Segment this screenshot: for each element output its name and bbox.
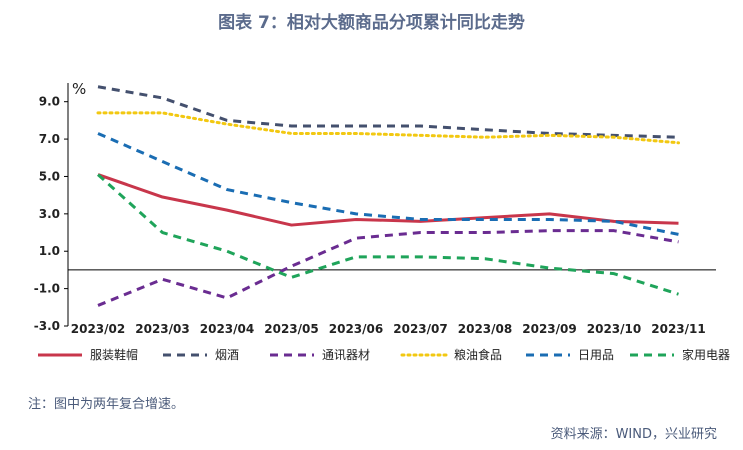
- data-point: [419, 255, 422, 258]
- data-point: [613, 136, 616, 139]
- data-point: [355, 237, 358, 240]
- legend-label: 家用电器: [682, 347, 730, 362]
- y-tick-label: -3.0: [34, 319, 60, 333]
- data-point: [677, 222, 680, 225]
- data-point: [677, 141, 680, 144]
- x-tick-label: 2023/07: [393, 322, 447, 336]
- series-line: [96, 173, 679, 296]
- legend-label: 粮油食品: [454, 347, 502, 362]
- series-line: [96, 111, 680, 145]
- data-point: [484, 231, 487, 234]
- data-point: [484, 257, 487, 260]
- data-point: [290, 124, 293, 127]
- data-point: [355, 132, 358, 135]
- chart-title: 图表 7：相对大额商品分项累计同比走势: [218, 13, 525, 33]
- data-point: [226, 123, 229, 126]
- x-tick-label: 2023/08: [458, 322, 512, 336]
- data-point: [677, 136, 680, 139]
- x-tick-label: 2023/04: [200, 322, 254, 336]
- data-point: [226, 250, 229, 253]
- data-point: [290, 276, 293, 279]
- data-point: [484, 136, 487, 139]
- data-point: [548, 229, 551, 232]
- data-point: [290, 201, 293, 204]
- data-point: [419, 218, 422, 221]
- data-point: [290, 224, 293, 227]
- data-point: [161, 231, 164, 234]
- y-tick-label: 9.0: [39, 95, 60, 109]
- data-point: [161, 278, 164, 281]
- data-point: [677, 240, 680, 243]
- data-point: [161, 96, 164, 99]
- legend-label: 通讯器材: [322, 348, 370, 362]
- data-point: [613, 220, 616, 223]
- data-point: [419, 134, 422, 137]
- data-point: [161, 196, 164, 199]
- data-point: [677, 233, 680, 236]
- data-point: [161, 111, 164, 114]
- data-point: [677, 293, 680, 296]
- data-point: [290, 132, 293, 135]
- data-point: [613, 229, 616, 232]
- series-line: [97, 132, 679, 236]
- y-tick-label: 5.0: [39, 169, 60, 183]
- x-tick-label: 2023/02: [71, 322, 125, 336]
- y-tick-label: 1.0: [39, 244, 60, 258]
- legend-label: 烟酒: [215, 348, 239, 362]
- y-axis-label: %: [72, 80, 86, 98]
- data-point: [419, 124, 422, 127]
- data-point: [355, 218, 358, 221]
- x-tick-label: 2023/05: [264, 322, 318, 336]
- data-point: [548, 134, 551, 137]
- series-line: [97, 229, 679, 307]
- data-point: [419, 231, 422, 234]
- line-chart: -3.0 -1.0 1.0 3.0 5.0 7.0 9.0% 2023/02 2023/03 20…: [34, 80, 730, 362]
- data-point: [226, 209, 229, 212]
- y-tick-label: 7.0: [39, 132, 60, 146]
- data-point: [97, 173, 100, 176]
- y-tick-label: -1.0: [34, 282, 60, 296]
- data-point: [226, 188, 229, 191]
- legend-label: 服装鞋帽: [90, 347, 138, 362]
- data-point: [97, 132, 100, 135]
- data-point: [613, 272, 616, 275]
- data-point: [97, 304, 100, 307]
- x-tick-label: 2023/03: [135, 322, 189, 336]
- chart-note: 注：图中为两年复合增速。: [28, 397, 185, 412]
- data-point: [355, 255, 358, 258]
- data-source: 资料来源：WIND，兴业研究: [550, 427, 717, 442]
- data-point: [226, 296, 229, 299]
- data-point: [290, 265, 293, 268]
- data-point: [97, 85, 100, 88]
- data-point: [548, 218, 551, 221]
- data-point: [97, 111, 100, 114]
- data-point: [548, 267, 551, 270]
- series-line: [97, 173, 679, 227]
- data-point: [484, 218, 487, 221]
- x-tick-label: 2023/11: [651, 322, 705, 336]
- x-tick-label: 2023/06: [329, 322, 383, 336]
- data-point: [355, 124, 358, 127]
- x-tick-label: 2023/09: [522, 322, 576, 336]
- y-tick-label: 3.0: [39, 207, 60, 221]
- data-point: [161, 160, 164, 163]
- legend-label: 日用品: [578, 348, 614, 362]
- x-tick-label: 2023/10: [587, 322, 641, 336]
- data-point: [484, 128, 487, 131]
- data-point: [355, 212, 358, 215]
- series-line: [97, 85, 679, 139]
- data-point: [548, 212, 551, 215]
- data-point: [226, 119, 229, 122]
